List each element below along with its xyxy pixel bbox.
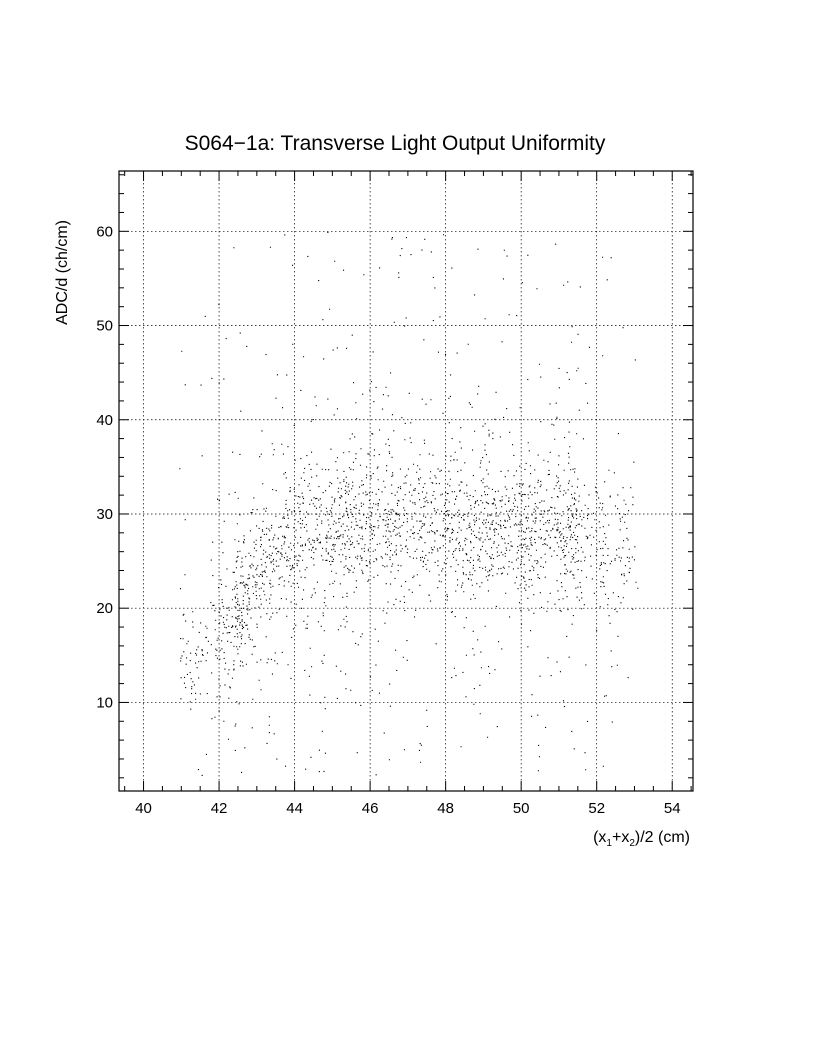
y-tick-label: 40 [96,412,113,429]
x-tick-label: 50 [513,800,530,817]
x-axis-label-suffix: )/2 (cm) [635,829,690,846]
x-tick-label: 46 [362,800,379,817]
x-axis-label-sub2: 2 [629,838,635,849]
chart-title: S064−1a: Transverse Light Output Uniform… [185,132,606,155]
scatter-point-cloud [179,231,639,776]
x-axis-label-prefix: (x [593,829,606,846]
x-tick-label: 40 [135,800,152,817]
y-axis-label: ADC/d (ch/cm) [54,220,71,325]
x-tick-label: 48 [437,800,454,817]
y-tick-label: 60 [96,223,113,240]
y-tick-label: 20 [96,600,113,617]
y-tick-label: 50 [96,318,113,335]
grid-lines [119,171,693,791]
x-tick-label: 54 [664,800,681,817]
scatter-points [179,231,639,776]
y-tick-label: 30 [96,506,113,523]
plot-frame [118,170,694,792]
x-tick-label: 42 [211,800,228,817]
x-axis-label-mid: +x [612,829,629,846]
x-axis-label-sub1: 1 [606,838,612,849]
x-tick-label: 52 [588,800,605,817]
plot-border [118,170,694,792]
y-tick-label: 10 [96,694,113,711]
x-tick-labels: 40 42 44 46 48 50 52 54 [135,800,680,817]
x-tick-label: 44 [286,800,303,817]
x-axis-label: (x1+x2)/2 (cm) [593,829,690,849]
y-tick-labels: 10 20 30 40 50 60 [96,223,113,711]
